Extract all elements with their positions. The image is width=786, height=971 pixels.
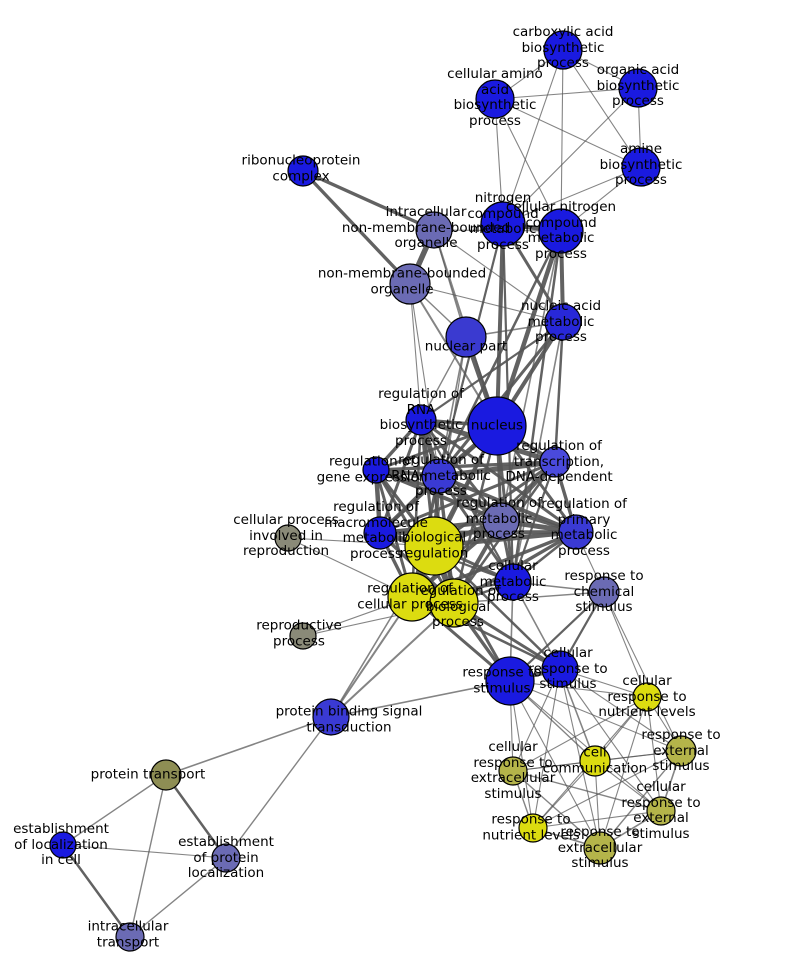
graph-node-response-to-nutrient-levels[interactable] — [518, 813, 548, 843]
graph-node-organic-acid-biosynthetic-process[interactable] — [618, 68, 658, 108]
graph-node-response-to-extracellular-stimulus[interactable] — [583, 831, 617, 865]
graph-edge — [410, 418, 423, 599]
graph-node-nucleus[interactable] — [467, 396, 527, 456]
graph-edge — [438, 336, 467, 477]
graph-edge — [494, 98, 562, 232]
graph-edge — [437, 229, 563, 478]
graph-edge — [225, 716, 332, 859]
graph-edge — [301, 169, 436, 232]
graph-edge — [512, 770, 601, 849]
edge-layer — [61, 49, 682, 939]
graph-edge — [301, 169, 412, 286]
graph-node-cellular-response-to-stimulus[interactable] — [541, 650, 579, 688]
graph-edge — [495, 222, 505, 428]
graph-edge — [603, 591, 682, 752]
graph-node-cellular-amino-acid-biosynthetic-process[interactable] — [475, 79, 515, 119]
graph-edge — [433, 229, 564, 323]
graph-edge — [599, 696, 648, 849]
graph-node-cellular-nitrogen-compound-metabolic-process[interactable] — [538, 208, 584, 254]
graph-node-regulation-of-biological-process[interactable] — [429, 578, 479, 628]
graph-edge — [374, 460, 557, 472]
graph-edge — [560, 49, 564, 232]
node-layer — [49, 30, 697, 952]
graph-node-nucleic-acid-metabolic-process[interactable] — [544, 303, 582, 341]
graph-node-amine-biosynthetic-process[interactable] — [621, 147, 661, 187]
graph-edge — [502, 87, 639, 225]
graph-node-regulation-of-macromolecule-metabolic-process[interactable] — [363, 516, 397, 550]
graph-node-regulation-of-transcription-dna-dependent[interactable] — [539, 446, 571, 478]
graph-node-carboxylic-acid-biosynthetic-process[interactable] — [543, 30, 583, 70]
graph-node-cell-communication[interactable] — [579, 745, 611, 777]
graph-edge — [559, 668, 682, 752]
graph-node-response-to-chemical-stimulus[interactable] — [588, 576, 620, 608]
graph-edge — [419, 418, 515, 584]
graph-node-cellular-response-to-external-stimulus[interactable] — [646, 796, 676, 826]
graph-node-establishment-of-protein-localization[interactable] — [211, 843, 241, 873]
graph-node-non-membrane-bounded-organelle[interactable] — [389, 263, 431, 305]
graph-edge — [532, 668, 561, 829]
graph-edge — [165, 716, 332, 776]
graph-edge — [409, 283, 564, 323]
graph-edge — [502, 166, 642, 225]
graph-edge — [532, 810, 662, 829]
graph-edge — [129, 857, 227, 938]
graph-edge — [374, 468, 503, 523]
graph-node-regulation-of-rna-metabolic-process[interactable] — [421, 458, 457, 494]
graph-edge — [599, 750, 682, 849]
graph-edge — [559, 668, 662, 812]
graph-edge — [419, 320, 565, 422]
graph-node-cellular-metabolic-process[interactable] — [494, 563, 532, 601]
graph-node-cellular-response-to-nutrient-levels[interactable] — [632, 682, 662, 712]
graph-edge — [164, 773, 228, 860]
graph-node-regulation-of-primary-metabolic-process[interactable] — [558, 514, 594, 550]
graph-node-cellular-response-to-extracellular-stimulus[interactable] — [498, 756, 528, 786]
graph-edge — [502, 49, 564, 225]
graph-node-regulation-of-gene-expression[interactable] — [362, 456, 390, 484]
graph-node-reproductive-process[interactable] — [289, 622, 317, 650]
graph-edge — [553, 320, 565, 464]
graph-edge — [62, 774, 167, 846]
graph-edge — [512, 668, 561, 772]
graph-node-protein-binding-signal-transduction[interactable] — [312, 698, 350, 736]
graph-node-response-to-external-stimulus[interactable] — [665, 735, 697, 767]
graph-node-cellular-process-involved-in-reproduction[interactable] — [274, 524, 302, 552]
graph-edge — [61, 843, 132, 939]
graph-node-nitrogen-compound-metabolic-process[interactable] — [480, 201, 526, 247]
graph-edge — [453, 591, 605, 604]
graph-edge — [512, 696, 648, 772]
graph-edge — [511, 460, 557, 584]
graph-edge — [494, 98, 642, 168]
graph-node-establishment-of-localization-in-cell[interactable] — [49, 831, 77, 859]
graph-node-intracellular-transport[interactable] — [115, 922, 145, 952]
graph-edge — [129, 774, 167, 938]
graph-edge — [532, 750, 682, 829]
graph-edge — [330, 545, 435, 718]
graph-edge — [494, 228, 564, 429]
graph-edge — [330, 602, 455, 718]
graph-edge — [409, 283, 422, 421]
graph-edge — [509, 680, 534, 829]
graph-edge — [562, 49, 642, 168]
graph-edge — [509, 680, 601, 849]
graph-node-regulation-of-rna-biosynthetic-process[interactable] — [405, 404, 437, 436]
graph-edge — [512, 770, 662, 812]
graph-edge — [62, 844, 227, 859]
graph-node-response-to-stimulus[interactable] — [485, 656, 535, 706]
graph-edge — [494, 87, 639, 100]
graph-node-regulation-of-metabolic-process[interactable] — [482, 502, 520, 540]
graph-node-ribonucleoprotein-complex[interactable] — [287, 155, 319, 187]
graph-edge — [374, 468, 578, 534]
graph-node-regulation-of-cellular-process[interactable] — [387, 572, 437, 622]
graph-node-nuclear-part[interactable] — [445, 316, 487, 358]
graph-node-intracellular-non-membrane-bounded-organelle[interactable] — [415, 211, 453, 249]
graph-node-protein-transport[interactable] — [150, 759, 182, 791]
graph-edge — [330, 680, 511, 718]
graph-edge — [603, 591, 648, 698]
graph-node-biological-regulation[interactable] — [404, 516, 464, 576]
graph-edge — [509, 680, 662, 812]
graph-edge — [419, 418, 578, 534]
